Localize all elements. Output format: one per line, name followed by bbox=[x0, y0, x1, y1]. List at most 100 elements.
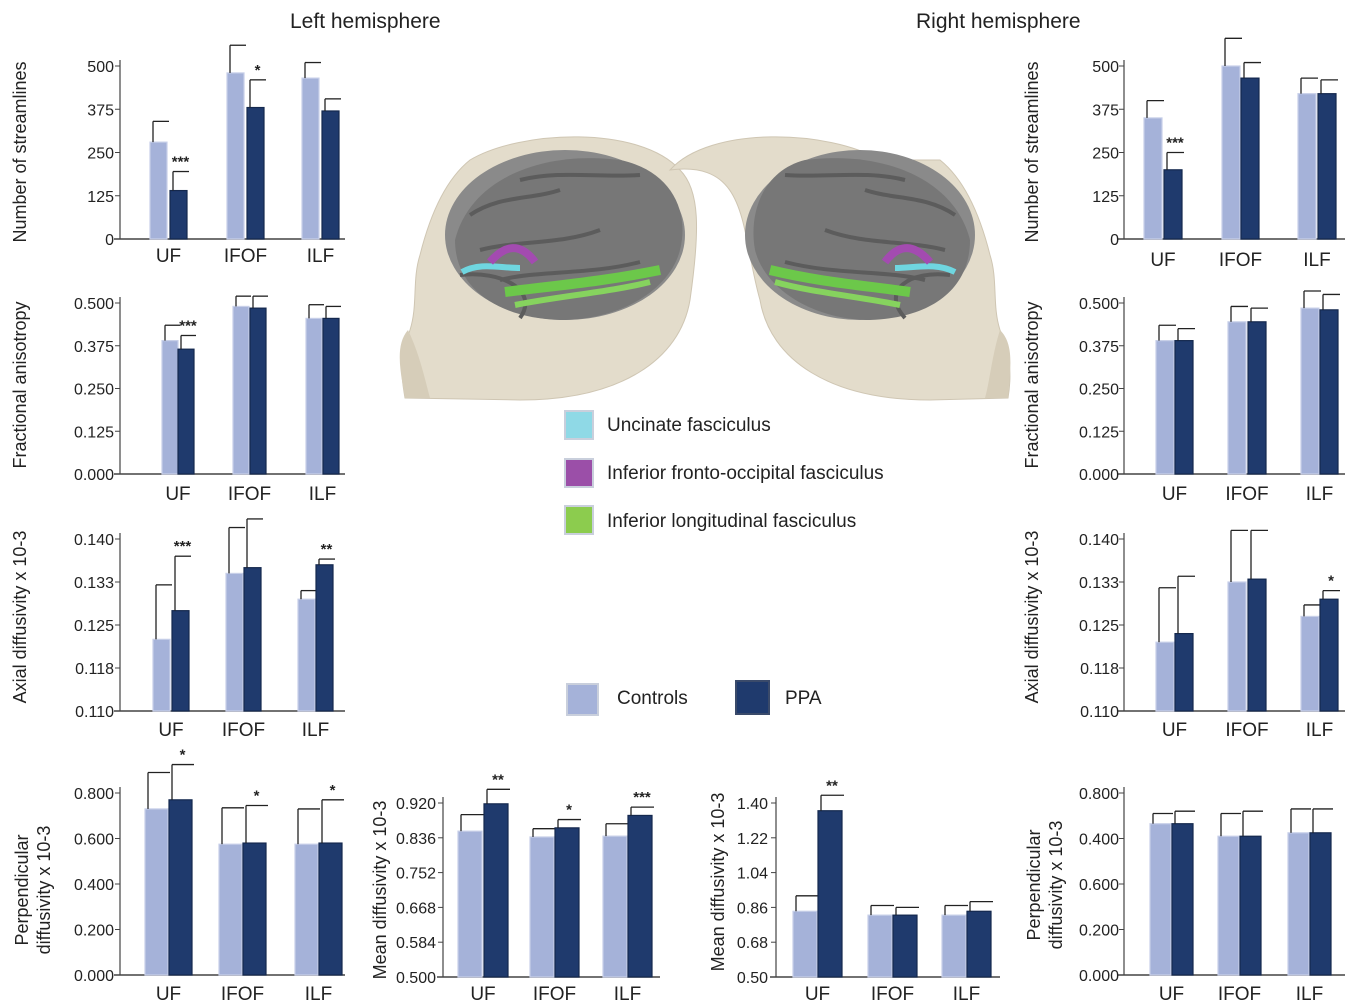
y-axis-label: Axial diffusivity x 10-3 bbox=[10, 531, 30, 704]
y-tick-label: 0.375 bbox=[74, 339, 114, 356]
y-tick-label: 375 bbox=[87, 102, 114, 119]
bar-controls bbox=[457, 830, 483, 978]
bar-controls bbox=[1227, 321, 1247, 475]
y-tick-label: 0.752 bbox=[396, 866, 436, 883]
x-tick-label: UF bbox=[165, 484, 190, 505]
y-tick-label: 0.500 bbox=[396, 970, 436, 987]
y-tick-label: 0.125 bbox=[74, 618, 114, 635]
bar-controls bbox=[1297, 93, 1317, 240]
bar-controls bbox=[1221, 65, 1241, 240]
bar-ppa bbox=[321, 110, 340, 240]
y-tick-label: 250 bbox=[1092, 146, 1119, 163]
bar-ppa bbox=[1319, 598, 1339, 712]
y-tick-label: 0.600 bbox=[74, 832, 114, 849]
y-tick-label: 0.250 bbox=[74, 382, 114, 399]
bar-ppa bbox=[1163, 169, 1183, 240]
x-tick-label: ILF bbox=[953, 984, 980, 1003]
y-tick-label: 0.125 bbox=[1079, 618, 1119, 635]
x-tick-label: ILF bbox=[302, 720, 329, 741]
bar-ppa bbox=[554, 827, 580, 978]
y-tick-label: 0.000 bbox=[1079, 968, 1119, 985]
y-tick-label: 500 bbox=[87, 59, 114, 76]
bar-controls bbox=[1287, 832, 1310, 976]
bar-controls bbox=[1217, 835, 1240, 976]
x-tick-label: IFOF bbox=[222, 720, 265, 741]
chart-right-rd: 0.000 0.200 0.600 0.400 0.800 Perpendicular di… bbox=[1024, 786, 1345, 1003]
bar-controls bbox=[226, 72, 245, 240]
y-tick-label: 0.250 bbox=[1079, 382, 1119, 399]
bar-controls bbox=[1300, 615, 1320, 712]
bar-ppa bbox=[177, 348, 195, 475]
x-tick-label: UF bbox=[1159, 984, 1184, 1003]
bar-controls bbox=[161, 340, 179, 475]
significance-marker: ** bbox=[826, 777, 838, 794]
y-tick-label: 0.140 bbox=[1079, 532, 1119, 549]
y-tick-label: 0.800 bbox=[74, 786, 114, 803]
y-tick-label: 1.22 bbox=[737, 831, 768, 848]
bar-controls bbox=[1143, 117, 1163, 240]
bar-controls bbox=[867, 914, 893, 978]
x-tick-label: UF bbox=[1162, 720, 1187, 741]
significance-marker: * bbox=[1328, 573, 1334, 590]
y-tick-label: 0.110 bbox=[1080, 704, 1119, 721]
y-axis-label: diffusivity x 10-3 bbox=[1046, 821, 1066, 950]
y-tick-label: 0.000 bbox=[1079, 467, 1119, 484]
y-axis-label: Perpendicular bbox=[1024, 829, 1044, 940]
y-tick-label: 0.400 bbox=[74, 877, 114, 894]
y-tick-label: 0.200 bbox=[1079, 923, 1119, 940]
y-tick-label: 0.50 bbox=[737, 970, 768, 987]
bar-controls bbox=[1300, 307, 1320, 475]
x-tick-label: UF bbox=[1150, 250, 1175, 271]
y-tick-label: 0.920 bbox=[396, 796, 436, 813]
y-tick-label: 0.584 bbox=[396, 935, 436, 952]
y-tick-label: 500 bbox=[1092, 59, 1119, 76]
significance-marker: * bbox=[255, 62, 261, 79]
uncinate-label: Uncinate fasciculus bbox=[607, 415, 771, 436]
y-tick-label: 125 bbox=[87, 189, 114, 206]
y-tick-label: 0 bbox=[1110, 232, 1119, 249]
bar-controls bbox=[1155, 340, 1175, 475]
bar-controls bbox=[792, 910, 818, 978]
chart-left-md: 0.500 0.584 0.668 0.752 0.836 0.920 Mean diffu… bbox=[370, 771, 660, 1003]
y-axis-label: diffusivity x 10-3 bbox=[34, 826, 54, 955]
bar-ppa bbox=[242, 842, 267, 976]
bar-controls bbox=[1155, 641, 1175, 712]
y-tick-label: 0.118 bbox=[1080, 661, 1119, 678]
ifof-label: Inferior fronto-occipital fasciculus bbox=[607, 463, 884, 484]
chart-right-fa: 0.000 0.125 0.250 0.375 0.500 Fractional anis… bbox=[1022, 290, 1345, 505]
bar-controls bbox=[297, 598, 316, 712]
bar-ppa bbox=[483, 803, 509, 978]
bar-ppa bbox=[1247, 578, 1267, 712]
bar-ppa bbox=[1174, 340, 1194, 475]
significance-marker: * bbox=[330, 782, 336, 799]
bar-ppa bbox=[1240, 77, 1260, 240]
significance-marker: *** bbox=[1166, 135, 1184, 152]
bar-ppa bbox=[322, 317, 340, 475]
x-tick-label: ILF bbox=[307, 246, 334, 267]
x-tick-label: UF bbox=[805, 984, 830, 1003]
ifof-swatch bbox=[564, 458, 594, 488]
y-tick-label: 0.800 bbox=[1079, 786, 1119, 803]
significance-marker: *** bbox=[172, 154, 190, 171]
bar-controls bbox=[152, 638, 171, 712]
bar-controls bbox=[232, 305, 250, 475]
y-tick-label: 0.140 bbox=[74, 532, 114, 549]
x-tick-label: IFOF bbox=[1225, 720, 1268, 741]
y-tick-label: 0 bbox=[105, 232, 114, 249]
y-tick-label: 1.40 bbox=[737, 796, 768, 813]
x-tick-label: IFOF bbox=[533, 984, 576, 1003]
y-tick-label: 0.86 bbox=[737, 900, 768, 917]
y-tick-label: 1.04 bbox=[737, 866, 768, 883]
ilf-swatch bbox=[564, 505, 594, 535]
y-axis-label: Axial diffusivity x 10-3 bbox=[1022, 531, 1042, 704]
y-tick-label: 0.133 bbox=[1079, 575, 1119, 592]
x-tick-label: IFOF bbox=[221, 984, 264, 1003]
bar-controls bbox=[149, 141, 168, 240]
y-tick-label: 0.375 bbox=[1079, 339, 1119, 356]
bar-controls bbox=[602, 835, 628, 978]
x-tick-label: UF bbox=[156, 246, 181, 267]
chart-left-ad: 0.110 0.118 0.125 0.133 0.140 Axial diffusivi… bbox=[10, 518, 345, 741]
bar-controls bbox=[301, 77, 320, 240]
significance-marker: ** bbox=[321, 541, 333, 558]
bar-ppa bbox=[1239, 835, 1262, 976]
